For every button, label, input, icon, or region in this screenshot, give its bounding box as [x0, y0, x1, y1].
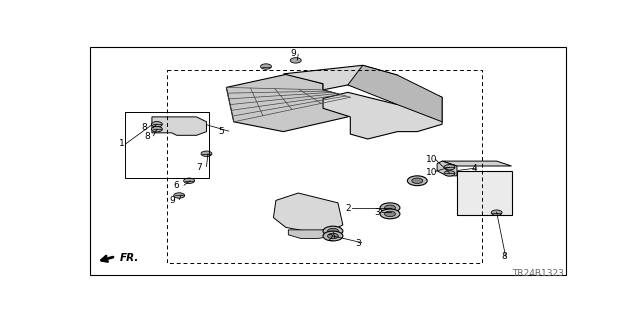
Circle shape	[328, 228, 339, 234]
Text: 3: 3	[355, 239, 360, 248]
Circle shape	[444, 171, 455, 176]
Text: FR.: FR.	[120, 253, 139, 263]
Text: 2: 2	[328, 234, 333, 243]
Polygon shape	[227, 74, 350, 132]
Text: 10: 10	[426, 155, 438, 164]
Text: 5: 5	[218, 127, 224, 136]
Circle shape	[385, 211, 396, 217]
Circle shape	[444, 165, 455, 170]
Circle shape	[328, 233, 339, 239]
Polygon shape	[284, 65, 442, 139]
Polygon shape	[437, 161, 457, 176]
Text: 1: 1	[119, 139, 125, 148]
Text: 8: 8	[141, 123, 147, 132]
Polygon shape	[152, 117, 207, 135]
Circle shape	[385, 205, 396, 211]
Text: TR24B1323: TR24B1323	[512, 269, 564, 278]
Text: 4: 4	[472, 164, 477, 173]
Text: 8: 8	[144, 132, 150, 141]
Polygon shape	[442, 161, 511, 166]
Circle shape	[260, 64, 271, 69]
Circle shape	[323, 226, 343, 236]
Circle shape	[184, 178, 195, 183]
Circle shape	[201, 151, 212, 156]
Text: 8: 8	[501, 252, 507, 261]
Text: 3: 3	[375, 208, 380, 217]
Text: 6: 6	[174, 181, 180, 190]
Circle shape	[152, 122, 163, 127]
Circle shape	[380, 203, 400, 213]
Circle shape	[408, 176, 428, 186]
Polygon shape	[348, 65, 442, 122]
Text: 7: 7	[196, 163, 202, 172]
Circle shape	[491, 210, 502, 215]
Circle shape	[380, 209, 400, 219]
Circle shape	[291, 58, 301, 63]
Circle shape	[152, 126, 163, 132]
Circle shape	[323, 231, 343, 241]
Circle shape	[173, 193, 185, 198]
Text: 2: 2	[345, 204, 351, 213]
Polygon shape	[288, 230, 333, 239]
Text: 9: 9	[291, 48, 296, 57]
Circle shape	[412, 178, 423, 183]
Text: 9: 9	[169, 196, 175, 205]
Text: 10: 10	[426, 168, 438, 177]
Polygon shape	[457, 171, 511, 215]
Polygon shape	[273, 193, 343, 231]
